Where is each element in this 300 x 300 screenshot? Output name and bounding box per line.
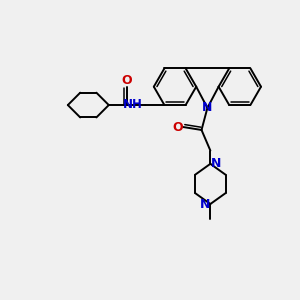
Text: O: O	[122, 74, 132, 87]
Text: N: N	[200, 197, 210, 211]
Text: N: N	[211, 157, 221, 170]
Text: NH: NH	[123, 98, 143, 111]
Text: N: N	[202, 101, 213, 114]
Text: O: O	[173, 121, 183, 134]
